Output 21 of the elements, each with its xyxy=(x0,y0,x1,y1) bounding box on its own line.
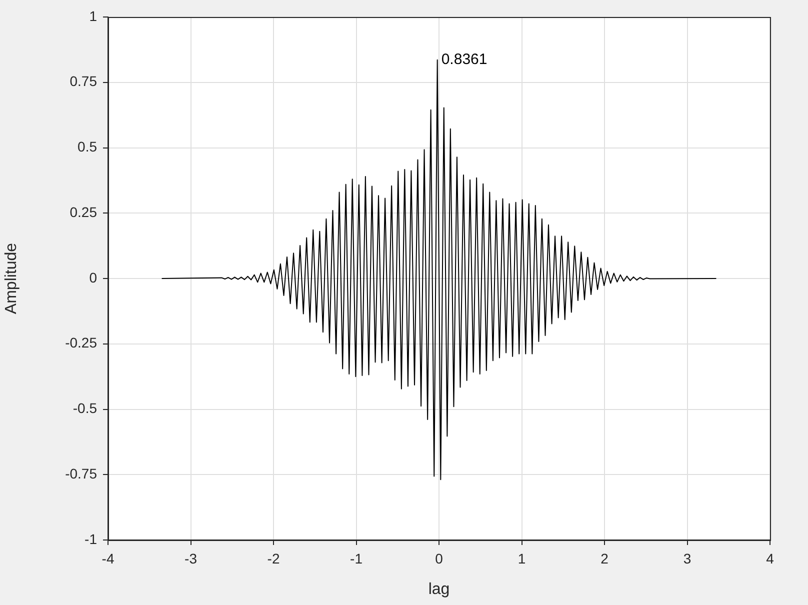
x-tick-label: -3 xyxy=(184,550,198,566)
annotation: 0.8361 xyxy=(441,51,488,68)
y-tick-label: -0.5 xyxy=(72,400,98,416)
x-tick-label: 4 xyxy=(766,550,774,566)
x-tick-label: -1 xyxy=(350,550,363,566)
x-axis-title: lag xyxy=(428,580,450,598)
y-tick-label: 0.25 xyxy=(70,204,98,220)
y-tick-label: -0.75 xyxy=(65,465,98,482)
y-axis-title: Amplitude xyxy=(3,242,20,314)
x-tick-label: 3 xyxy=(683,550,692,566)
y-tick-label: 1 xyxy=(89,8,98,24)
y-tick-label: 0 xyxy=(89,269,98,286)
y-tick-label: 0.75 xyxy=(70,73,98,90)
x-tick-label: 2 xyxy=(600,550,609,566)
x-tick-label: -2 xyxy=(267,550,280,566)
y-tick-label: -1 xyxy=(84,530,98,547)
x-tick-label: 1 xyxy=(518,550,526,566)
y-tick-label: -0.25 xyxy=(65,334,98,351)
x-tick-label: -4 xyxy=(102,550,114,566)
x-tick-label: 0 xyxy=(435,550,444,566)
y-tick-label: 0.5 xyxy=(78,138,98,155)
